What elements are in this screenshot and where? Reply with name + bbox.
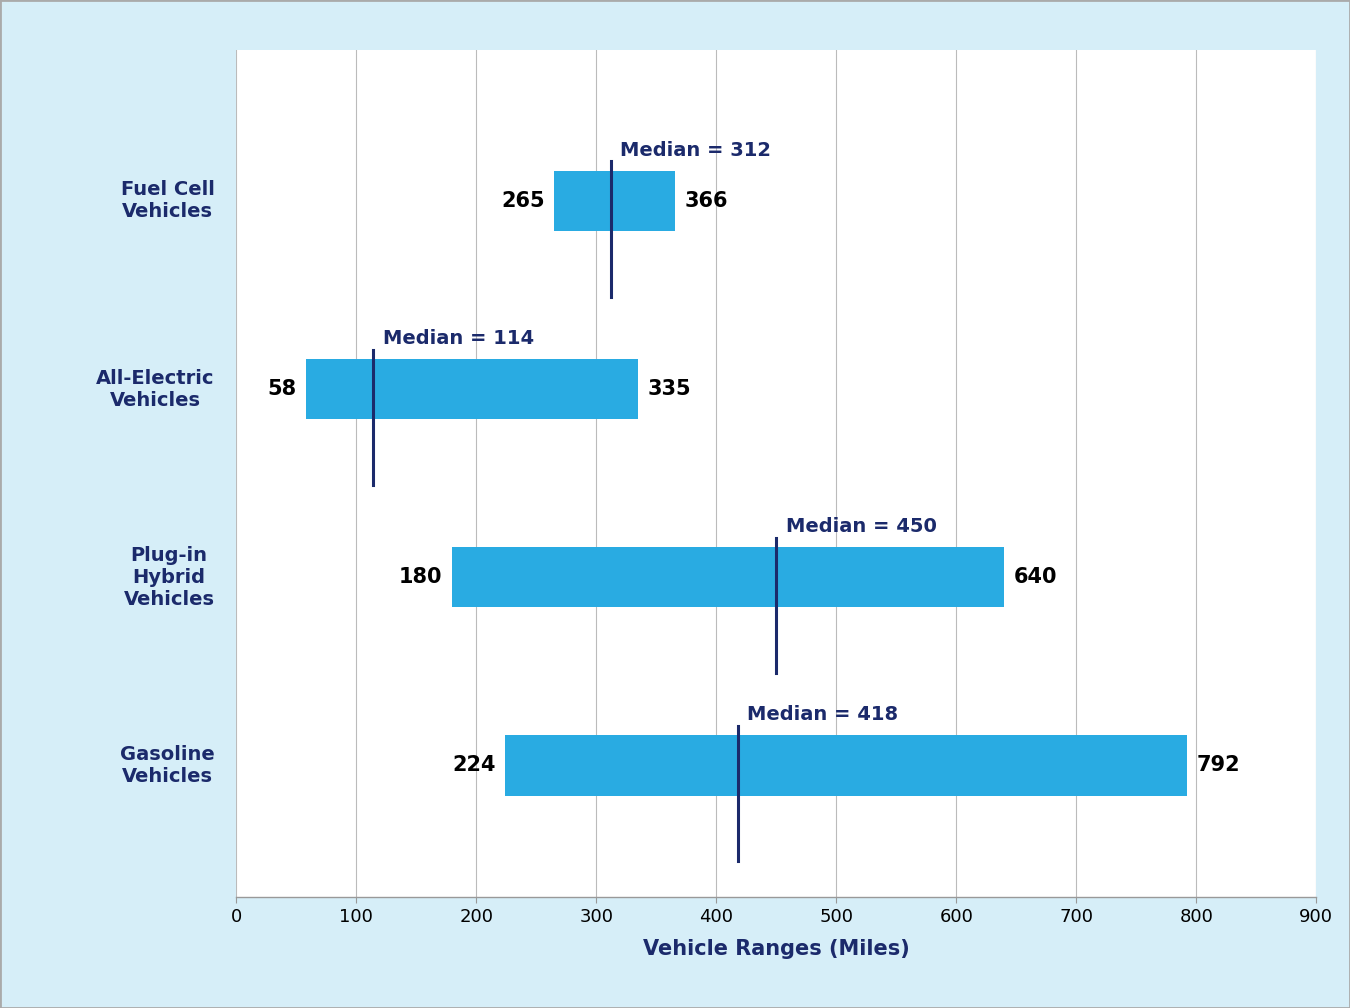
Text: Median = 312: Median = 312: [620, 140, 771, 159]
Text: 180: 180: [400, 568, 443, 588]
Text: Median = 114: Median = 114: [382, 329, 533, 348]
Text: Gasoline
Vehicles: Gasoline Vehicles: [120, 745, 215, 786]
Text: 366: 366: [684, 191, 729, 211]
Text: 640: 640: [1014, 568, 1057, 588]
Text: Plug-in
Hybrid
Vehicles: Plug-in Hybrid Vehicles: [124, 545, 215, 609]
Text: Median = 418: Median = 418: [748, 705, 899, 724]
Bar: [306, 359, 639, 419]
Text: 335: 335: [648, 379, 691, 399]
Text: All-Electric
Vehicles: All-Electric Vehicles: [96, 369, 215, 409]
Text: 792: 792: [1196, 755, 1239, 775]
Text: 224: 224: [452, 755, 495, 775]
Text: Fuel Cell
Vehicles: Fuel Cell Vehicles: [120, 180, 215, 222]
Text: Median = 450: Median = 450: [786, 517, 937, 536]
X-axis label: Vehicle Ranges (Miles): Vehicle Ranges (Miles): [643, 939, 910, 960]
Text: 58: 58: [267, 379, 296, 399]
Bar: [452, 547, 1004, 608]
Text: 265: 265: [501, 191, 544, 211]
Bar: [505, 735, 1187, 795]
Bar: [555, 170, 675, 231]
